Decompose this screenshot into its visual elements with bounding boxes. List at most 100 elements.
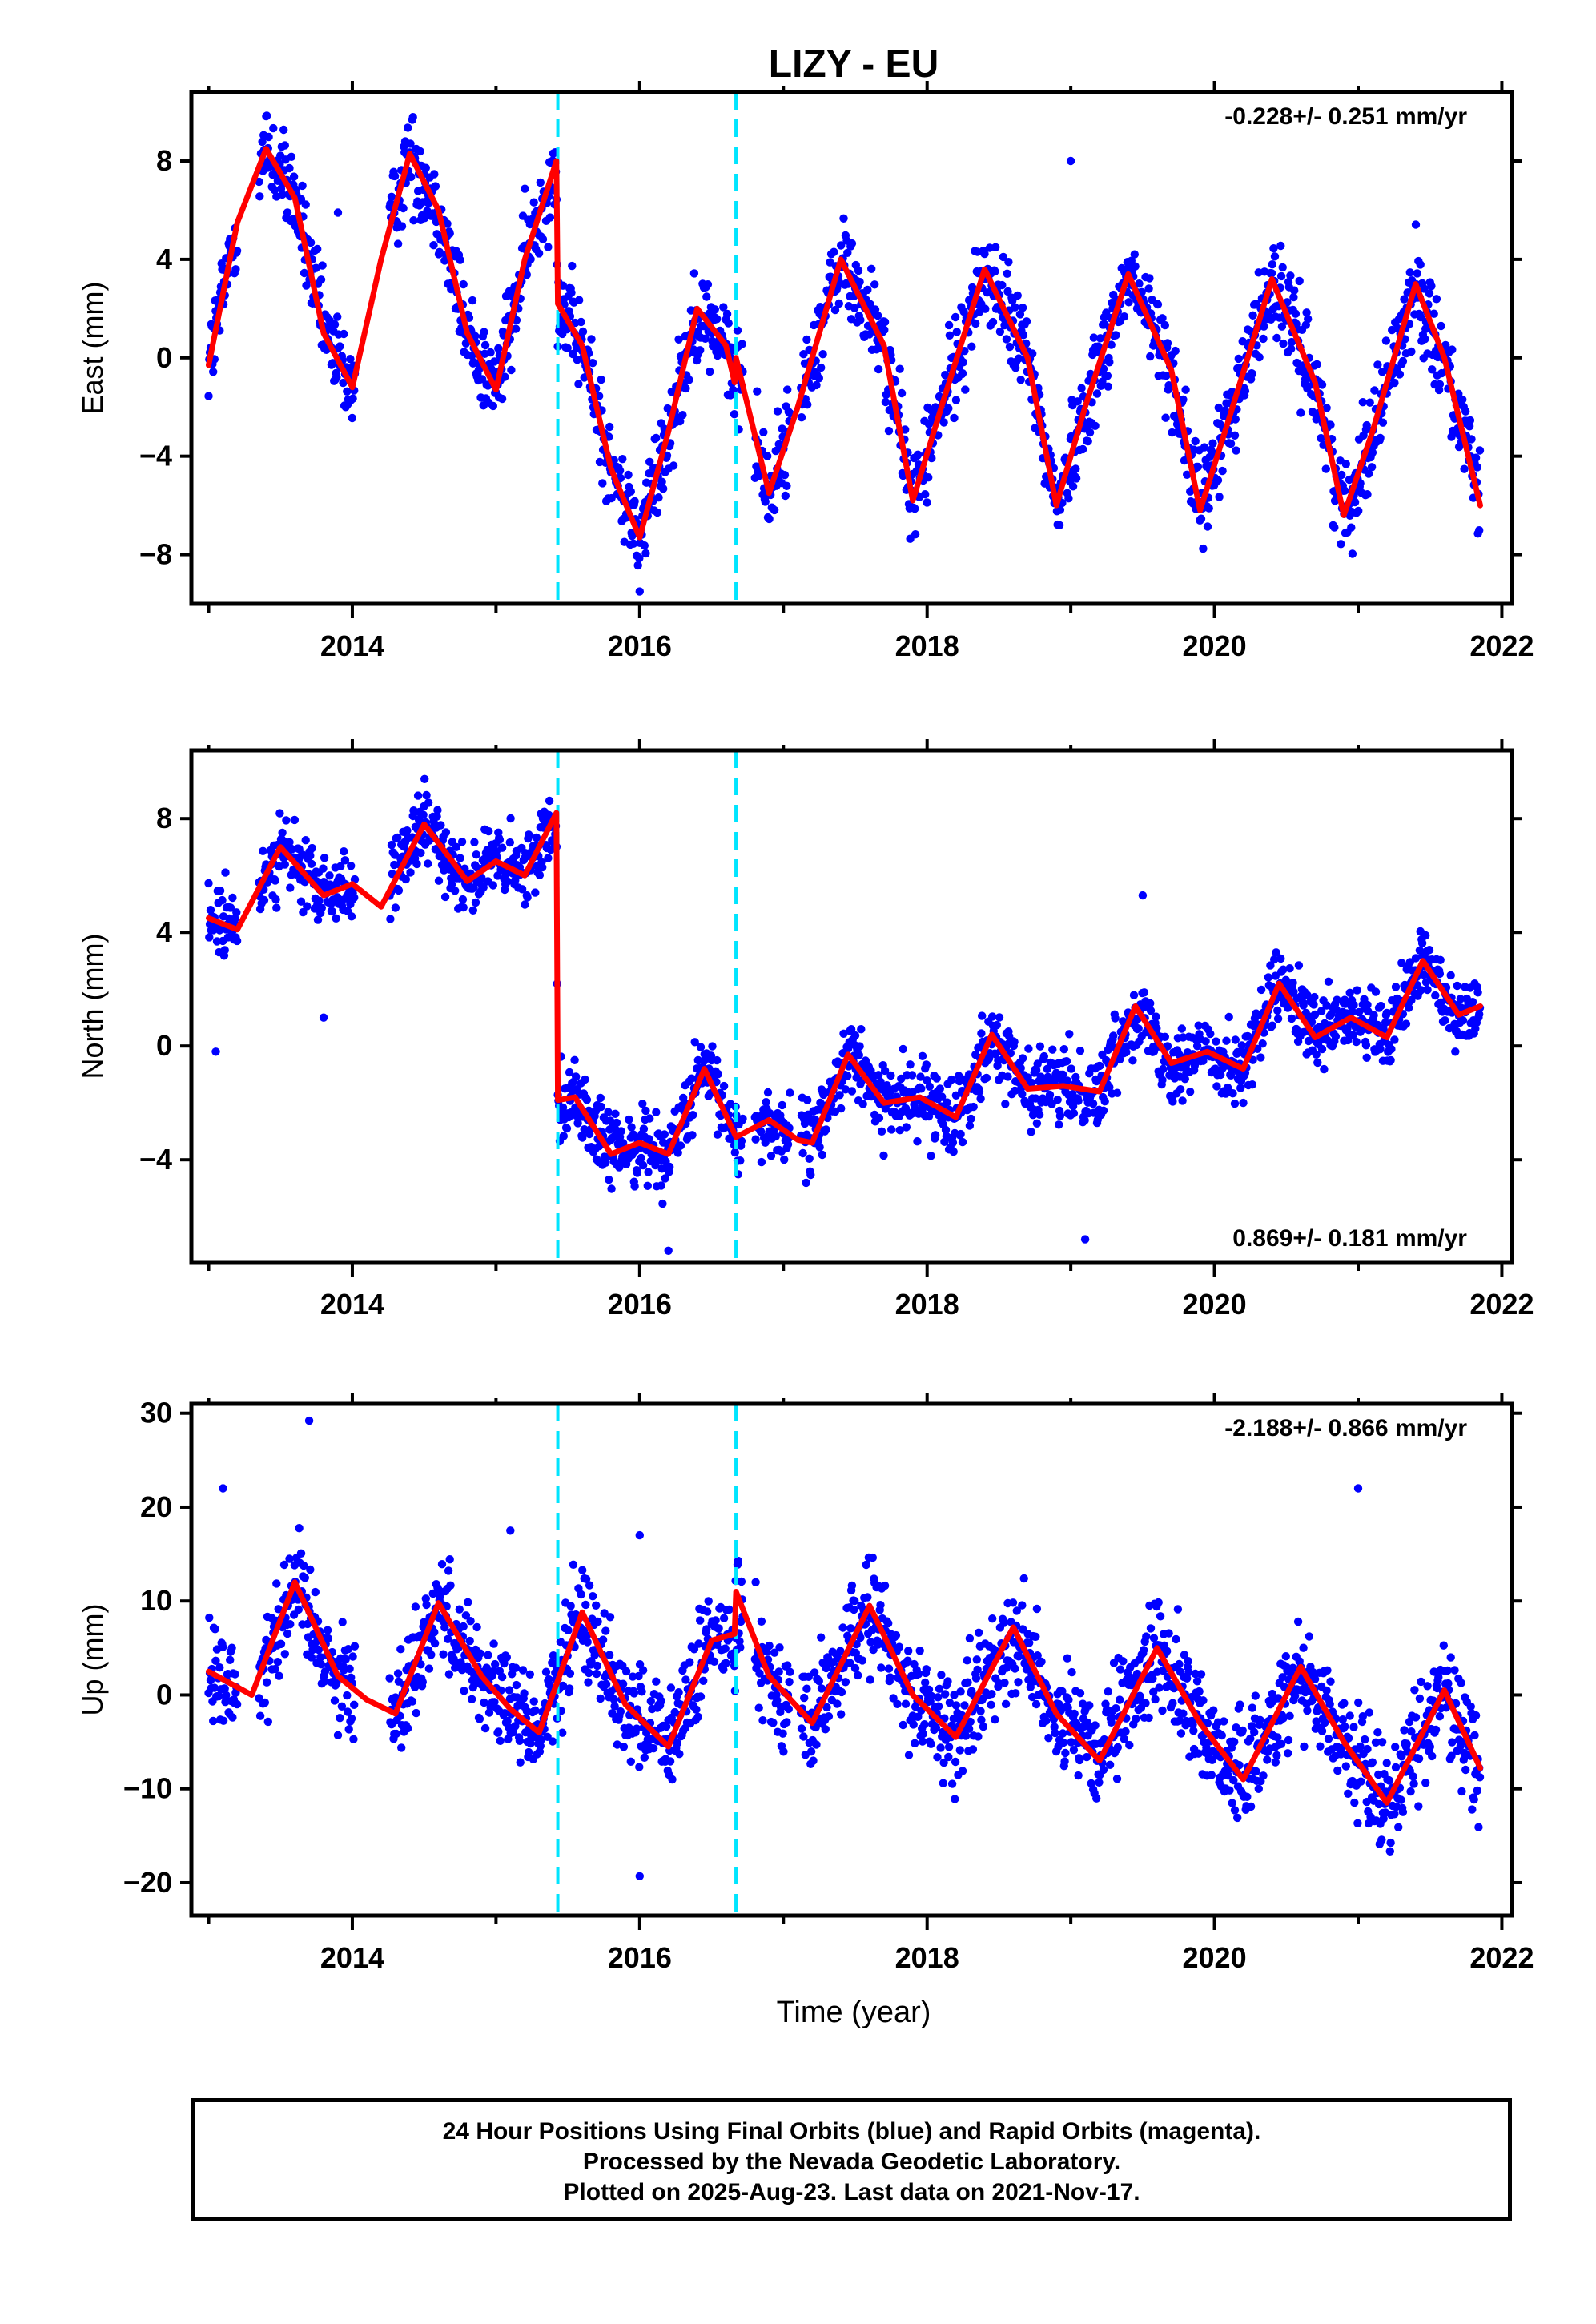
data-point: [934, 1693, 943, 1702]
data-point: [593, 1617, 602, 1626]
data-point: [956, 1129, 965, 1139]
data-point: [998, 280, 1007, 290]
data-point: [393, 1669, 403, 1678]
data-point: [968, 1745, 978, 1754]
data-point: [971, 319, 980, 328]
data-point: [758, 1716, 767, 1725]
data-point: [436, 821, 445, 830]
data-point: [959, 358, 968, 367]
data-point: [1032, 1119, 1042, 1128]
data-point: [1465, 416, 1475, 425]
y-tick-label: 8: [156, 144, 172, 177]
data-point: [346, 355, 355, 364]
data-point: [598, 1635, 608, 1644]
data-point: [387, 192, 396, 201]
data-point: [566, 1602, 575, 1610]
data-point: [339, 378, 348, 388]
data-point: [969, 1102, 978, 1112]
data-point: [1089, 333, 1099, 342]
data-point: [1163, 1042, 1172, 1051]
data-point: [480, 328, 488, 336]
data-point: [1417, 986, 1425, 995]
data-point: [1230, 431, 1240, 440]
data-point: [430, 170, 439, 179]
data-point: [850, 1596, 859, 1606]
data-point: [317, 903, 326, 913]
data-point: [397, 222, 407, 231]
data-point: [1259, 334, 1268, 344]
data-point: [1353, 986, 1361, 995]
data-point: [313, 915, 323, 924]
data-point: [699, 1676, 708, 1685]
data-point: [714, 1069, 722, 1079]
data-point: [596, 1093, 605, 1103]
data-point: [1075, 1047, 1085, 1055]
data-point: [1015, 310, 1025, 319]
data-point: [506, 814, 515, 823]
data-point: [593, 1661, 601, 1671]
data-point: [291, 870, 300, 879]
data-point: [933, 1753, 942, 1762]
data-point: [922, 1060, 931, 1069]
data-point: [215, 887, 225, 895]
data-point: [956, 1687, 965, 1696]
data-point: [901, 425, 910, 434]
data-point: [713, 1130, 722, 1139]
data-point: [1435, 380, 1445, 388]
data-point: [512, 1680, 521, 1690]
data-point: [1279, 965, 1288, 974]
data-point: [582, 1096, 592, 1104]
data-point: [615, 466, 625, 475]
data-point: [439, 1650, 448, 1659]
data-point: [340, 847, 348, 856]
data-point: [800, 1693, 809, 1703]
data-point: [456, 854, 464, 862]
data-point: [232, 936, 242, 946]
data-point: [315, 896, 324, 905]
data-point: [1177, 1024, 1187, 1033]
data-point: [938, 1092, 947, 1101]
data-point: [1138, 891, 1148, 900]
data-point: [318, 261, 327, 270]
data-point: [657, 1696, 665, 1706]
data-point: [232, 1699, 242, 1709]
data-point: [1413, 269, 1421, 278]
data-point: [857, 1025, 866, 1034]
data-point: [336, 862, 345, 870]
data-point: [1134, 1024, 1143, 1033]
data-point: [558, 1681, 568, 1691]
data-point: [1043, 1064, 1052, 1074]
data-point: [644, 1168, 653, 1176]
data-point: [316, 275, 326, 284]
data-point: [645, 1135, 653, 1144]
data-point: [489, 1639, 498, 1648]
data-point: [804, 1672, 813, 1681]
data-point: [218, 895, 227, 905]
data-point: [635, 1763, 644, 1771]
data-point: [719, 1614, 729, 1622]
data-point: [914, 450, 923, 459]
data-point: [703, 280, 713, 289]
data-point: [1200, 443, 1209, 452]
data-point: [1068, 482, 1078, 491]
data-point: [1309, 1000, 1318, 1009]
data-point: [350, 1700, 359, 1709]
data-point: [451, 887, 460, 895]
data-point: [886, 1071, 895, 1080]
data-point: [939, 418, 948, 427]
data-point: [1116, 1055, 1124, 1064]
data-point: [271, 895, 280, 904]
data-point: [424, 199, 433, 207]
data-point: [881, 397, 890, 407]
data-point: [285, 1554, 294, 1563]
data-point: [407, 172, 416, 182]
data-point: [1304, 315, 1313, 324]
data-point: [340, 329, 348, 339]
data-point: [1069, 1108, 1079, 1118]
data-point: [917, 1084, 926, 1093]
data-point: [696, 1043, 706, 1051]
data-point: [733, 326, 742, 335]
y-tick-label: 4: [156, 243, 172, 275]
data-point: [1183, 470, 1192, 479]
data-point: [1222, 1036, 1231, 1045]
